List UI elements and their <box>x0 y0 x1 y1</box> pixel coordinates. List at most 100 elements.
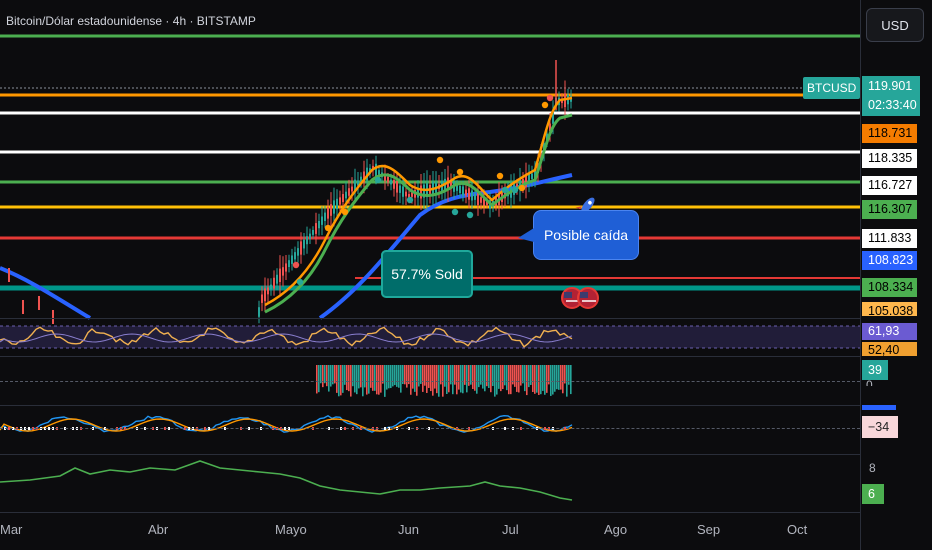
signal-dot <box>541 101 549 109</box>
signal-dot <box>466 211 474 219</box>
candle-body <box>390 179 392 185</box>
volume-bar <box>390 365 392 389</box>
candle-body <box>267 287 269 295</box>
candle-body <box>315 223 317 234</box>
candle-body <box>270 284 272 290</box>
volume-bar <box>344 365 346 385</box>
time-axis-label: Mayo <box>275 522 307 537</box>
volume-bar <box>322 365 324 388</box>
volume-bar <box>418 365 420 387</box>
volume-bar <box>524 365 526 392</box>
candle-body <box>264 288 266 302</box>
pane-separator <box>0 356 860 357</box>
signal-dot <box>501 186 509 194</box>
sold-callout[interactable]: 57.7% Sold <box>381 250 473 298</box>
oscillator-value-label: 6 <box>862 484 884 504</box>
candle-body <box>22 300 24 314</box>
candle-body <box>348 188 350 196</box>
candle-body <box>360 176 362 184</box>
price-level-label: 116.307 <box>862 200 917 219</box>
volume-bars <box>316 365 572 397</box>
macd-baseline <box>0 428 860 429</box>
volume-bar <box>468 365 470 386</box>
signal-dot <box>374 176 382 184</box>
signal-dot <box>341 208 349 216</box>
candle-body <box>8 268 10 282</box>
volume-bar <box>534 365 536 394</box>
candle-body <box>378 170 380 175</box>
volume-bar <box>408 365 410 385</box>
pane-separator <box>0 454 860 455</box>
volume-bar <box>466 365 468 393</box>
volume-bar <box>530 365 532 385</box>
volume-bar <box>542 365 544 391</box>
volume-bar <box>438 365 440 397</box>
volume-bar <box>430 365 432 392</box>
drop-callout-pointer <box>518 228 534 242</box>
volume-bar <box>538 365 540 395</box>
drop-callout[interactable]: Posible caída <box>533 210 639 260</box>
candle-body <box>534 169 536 180</box>
volume-bar <box>564 365 566 384</box>
candle-body <box>486 200 488 206</box>
signal-dot <box>406 196 414 204</box>
volume-bar <box>416 365 418 396</box>
candle-body <box>411 192 413 197</box>
price-level-label: 118.335 <box>862 149 917 168</box>
candle-body <box>288 260 290 268</box>
volume-bar <box>432 365 434 396</box>
volume-bar <box>402 365 404 384</box>
rsi-band <box>0 326 860 348</box>
signal-dot <box>511 186 519 194</box>
volume-bar <box>464 365 466 385</box>
currency-button[interactable]: USD <box>866 8 924 42</box>
candle-body <box>468 188 470 200</box>
candle-body <box>300 241 302 255</box>
volume-bar <box>488 365 490 388</box>
volume-bar <box>340 365 342 396</box>
time-axis-label: Abr <box>148 522 169 537</box>
candle-body <box>306 236 308 245</box>
volume-bar <box>330 365 332 387</box>
candle-body <box>279 268 281 282</box>
candle-body <box>303 239 305 249</box>
volume-bar <box>444 365 446 387</box>
volume-bar <box>320 365 322 384</box>
candle-body <box>549 123 551 132</box>
volume-bar <box>496 365 498 395</box>
volume-bar <box>462 365 464 394</box>
volume-bar <box>478 365 480 388</box>
candle-body <box>330 204 332 216</box>
candle-body <box>525 173 527 188</box>
candle-body <box>522 178 524 187</box>
volume-bar <box>368 365 370 394</box>
volume-bar <box>556 365 558 390</box>
volume-bar <box>446 365 448 395</box>
candle-body <box>363 171 365 183</box>
volume-bar <box>550 365 552 396</box>
volume-bar <box>448 365 450 393</box>
candle-body <box>357 180 359 186</box>
volume-bar <box>434 365 436 389</box>
volume-bar <box>506 365 508 391</box>
pane-separator <box>0 318 860 319</box>
pane-separator <box>0 512 860 513</box>
candle-body <box>52 310 54 324</box>
volume-bar <box>532 365 534 392</box>
volume-bar <box>518 365 520 393</box>
candle-body <box>261 294 263 303</box>
chart-area[interactable]: Bitcoin/Dólar estadounidense · 4h · BITS… <box>0 0 860 515</box>
time-axis-label: Sep <box>697 522 721 537</box>
volume-bar <box>412 365 414 389</box>
volume-bar <box>332 365 334 385</box>
volume-bar <box>378 365 380 395</box>
volume-bar <box>460 365 462 393</box>
volume-bar <box>422 365 424 392</box>
price-level-label: 105.038 <box>862 302 917 316</box>
volume-bar <box>546 365 548 393</box>
volume-bar <box>366 365 368 395</box>
volume-bar <box>386 365 388 390</box>
signal-dot <box>436 156 444 164</box>
volume-bar <box>494 365 496 397</box>
time-axis-label: Oct <box>787 522 808 537</box>
